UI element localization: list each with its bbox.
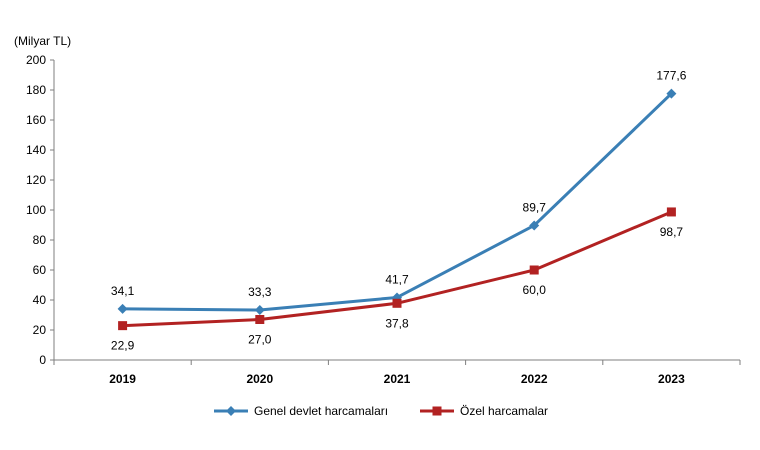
data-label: 177,6 (656, 69, 686, 83)
y-tick-label: 200 (26, 53, 46, 67)
y-axis-ticks: 0 20 40 60 80 100 120 140 160 180 200 (26, 53, 54, 367)
y-tick-label: 40 (33, 293, 47, 307)
data-label: 89,7 (523, 200, 547, 214)
legend-marker (432, 406, 442, 416)
data-label: 34,1 (111, 284, 135, 298)
data-label: 60,0 (523, 283, 547, 297)
series-layer: 34,1 33,3 41,7 89,7 177,6 22,9 27,0 37,8 60,0 98,… (111, 69, 687, 353)
y-tick-label: 180 (26, 83, 46, 97)
data-point-marker (254, 305, 265, 316)
y-tick-label: 0 (39, 353, 46, 367)
legend: Genel devlet harcamaları Özel harcamalar (214, 404, 548, 418)
y-tick-label: 100 (26, 203, 46, 217)
y-tick-label: 80 (33, 233, 47, 247)
data-label: 33,3 (248, 285, 272, 299)
axes (53, 60, 740, 361)
legend-marker (226, 406, 236, 416)
y-tick-label: 20 (33, 323, 47, 337)
legend-label: Genel devlet harcamaları (254, 404, 388, 418)
x-tick-label: 2021 (384, 372, 411, 386)
data-point-marker (255, 315, 265, 324)
data-point-marker (529, 265, 539, 275)
data-label: 27,0 (248, 333, 272, 347)
x-tick-label: 2022 (521, 372, 548, 386)
legend-item: Genel devlet harcamaları (214, 404, 388, 418)
data-point-marker (666, 207, 676, 217)
data-label: 37,8 (385, 316, 409, 330)
data-point-marker (118, 321, 128, 331)
data-label: 41,7 (385, 272, 409, 286)
x-axis-ticks: 2019 2020 2021 2022 2023 (53, 360, 741, 386)
y-tick-label: 60 (33, 263, 47, 277)
data-label: 98,7 (660, 225, 684, 239)
y-tick-label: 120 (26, 173, 46, 187)
data-point-marker (117, 303, 128, 314)
data-point-marker (666, 88, 677, 99)
legend-item: Özel harcamalar (420, 404, 548, 418)
x-tick-label: 2023 (658, 372, 685, 386)
legend-label: Özel harcamalar (460, 404, 548, 418)
y-tick-label: 160 (26, 113, 46, 127)
x-tick-label: 2020 (246, 372, 273, 386)
y-axis-unit-label: (Milyar TL) (14, 34, 71, 48)
data-label: 22,9 (111, 339, 135, 353)
data-point-marker (529, 220, 540, 231)
x-tick-label: 2019 (109, 372, 136, 386)
data-point-marker (392, 298, 402, 308)
series-genel-devlet: 34,1 33,3 41,7 89,7 177,6 (111, 69, 687, 316)
y-tick-label: 140 (26, 143, 46, 157)
series-ozel: 22,9 27,0 37,8 60,0 98,7 (111, 207, 684, 353)
